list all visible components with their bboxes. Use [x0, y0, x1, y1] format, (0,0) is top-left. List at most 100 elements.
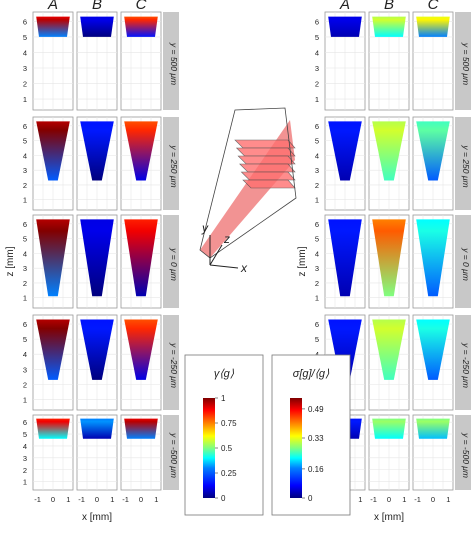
left-panel-A-row3: [32, 214, 74, 309]
strip-background: [455, 215, 471, 308]
strip-label: y = 0 μm: [169, 247, 179, 281]
right-panel-C-row5: [412, 414, 454, 491]
right-ytick-label: 4: [315, 151, 319, 160]
left-panel-C-row2: [120, 116, 162, 211]
strip-background: [163, 12, 179, 110]
field-shape: [416, 319, 450, 380]
left-ytick-label: 5: [23, 33, 27, 42]
colorbar-tick-label: 0: [221, 494, 226, 503]
right-panel-group: A B C 1 2 3 4 5 6 y = 500 μm 1 2 3 4 5 6 y = 250 μm 1 2 3 4 5…: [297, 0, 471, 523]
colorbar-tick-label: 0.5: [221, 444, 233, 453]
right-ytick-label: 6: [315, 17, 319, 26]
axis-z-line: [209, 244, 223, 266]
left-panel-A-row2: [32, 116, 74, 211]
left-x-axis-title: x [mm]: [82, 512, 112, 523]
strip-label: y = 500 μm: [461, 42, 471, 85]
left-xtick-label: 1: [110, 495, 114, 504]
colorbar-sd: σ[g]/⟨g⟩ 0.49 0.33 0.16 0: [271, 354, 351, 516]
left-panel-A-row1: [32, 11, 74, 111]
wedge-outline: [199, 107, 297, 259]
strip-label: y = -250 μm: [461, 342, 471, 388]
field-shape: [36, 121, 70, 181]
colorbar-tick-label: 0.75: [221, 419, 237, 428]
left-panel-group: A B C 1 2 3 4 5 6 y = 500 μm 1 2 3 4 5 6 y = 250 μm 1 2 3 4 5…: [5, 0, 179, 523]
left-ytick-label: 1: [23, 196, 27, 205]
wedge-slice: [239, 163, 296, 173]
left-ytick-label: 4: [23, 249, 27, 258]
strip-background: [163, 415, 179, 490]
strip-label: y = -500 μm: [169, 432, 179, 478]
right-x-axis-title: x [mm]: [374, 512, 404, 523]
right-xtick-label: 1: [358, 495, 362, 504]
wedge-slice: [242, 179, 296, 189]
colorbar-tick-label: 0.25: [221, 469, 237, 478]
inset-3d-diagram: yz x: [199, 107, 297, 275]
right-panel-C-row1: [412, 11, 454, 111]
right-ytick-label: 6: [315, 220, 319, 229]
left-ytick-label: 1: [23, 478, 27, 487]
left-panel-C-row5: [120, 414, 162, 491]
colorbar-frame: [271, 354, 351, 516]
right-panel-C-row3: [412, 214, 454, 309]
field-shape: [328, 219, 362, 297]
left-panel-B-row4: [76, 314, 118, 411]
left-ytick-label: 4: [23, 151, 27, 160]
right-ytick-label: 4: [315, 249, 319, 258]
right-ytick-label: 6: [315, 122, 319, 131]
left-ytick-label: 4: [23, 350, 27, 359]
right-xtick-label: -1: [414, 495, 421, 504]
left-ytick-label: 4: [23, 48, 27, 57]
field-shape: [372, 219, 406, 297]
left-ytick-label: 1: [23, 95, 27, 104]
left-panel-B-row3: [76, 214, 118, 309]
field-shape: [80, 319, 114, 380]
right-ytick-label: 3: [315, 64, 319, 73]
inset-z-label: z: [223, 232, 230, 246]
right-ytick-label: 4: [315, 48, 319, 57]
field-shape: [80, 418, 114, 439]
right-row-strip-2: y = 250 μm: [455, 117, 471, 210]
right-ytick-label: 5: [315, 235, 319, 244]
right-panel-A-row2: [324, 116, 366, 211]
strip-label: y = -250 μm: [169, 342, 179, 388]
strip-label: y = 250 μm: [461, 144, 471, 187]
colorbar-title: σ[g]/⟨g⟩: [293, 368, 330, 380]
right-panel-B-row3: [368, 214, 410, 309]
left-ytick-label: 5: [23, 235, 27, 244]
right-panel-B-row1: [368, 11, 410, 111]
field-shape: [416, 219, 450, 297]
left-ytick-label: 2: [23, 181, 27, 190]
left-ytick-label: 5: [23, 335, 27, 344]
field-shape: [416, 418, 450, 439]
right-panel-B-row4: [368, 314, 410, 411]
right-ytick-label: 2: [315, 181, 319, 190]
right-column-label-B: B: [384, 0, 394, 13]
field-shape: [124, 418, 158, 439]
left-panel-A-row5: [32, 414, 74, 491]
right-panel-A-row3: [324, 214, 366, 309]
left-panel-C-row4: [120, 314, 162, 411]
field-shape: [328, 319, 362, 380]
colorbar-tick-label: 0.16: [308, 465, 324, 474]
left-ytick-label: 5: [23, 430, 27, 439]
left-xtick-label: 1: [154, 495, 158, 504]
right-panel-C-row2: [412, 116, 454, 211]
field-shape: [124, 319, 158, 380]
left-ytick-label: 2: [23, 279, 27, 288]
field-shape: [372, 121, 406, 181]
field-shape: [36, 16, 70, 37]
left-ytick-label: 3: [23, 264, 27, 273]
left-ytick-label: 6: [23, 220, 27, 229]
left-ytick-label: 6: [23, 17, 27, 26]
left-ytick-label: 6: [23, 320, 27, 329]
field-shape: [328, 16, 362, 37]
left-row-strip-5: y = -500 μm: [163, 415, 179, 490]
field-shape: [80, 121, 114, 181]
left-column-label-B: B: [92, 0, 102, 13]
wedge-slice: [234, 139, 296, 149]
wedge-slice: [237, 155, 296, 165]
right-panel-B-row2: [368, 116, 410, 211]
right-xtick-label: 0: [431, 495, 435, 504]
field-shape: [372, 418, 406, 439]
